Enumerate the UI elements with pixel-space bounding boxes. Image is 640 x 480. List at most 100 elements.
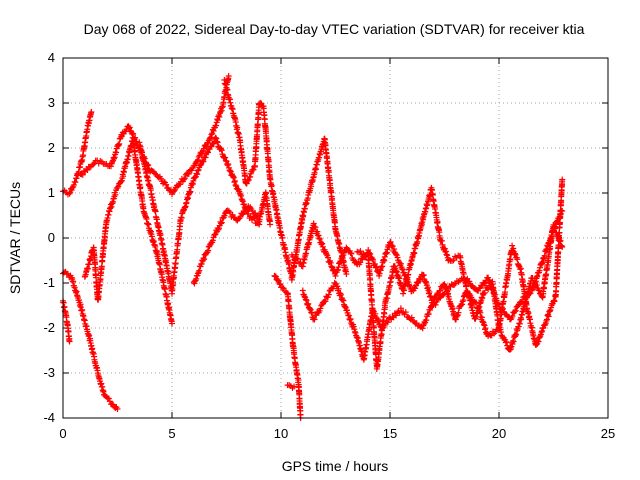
data-point [200,255,207,262]
data-point [137,184,144,191]
data-point [208,131,215,138]
data-point [231,177,238,184]
data-point [220,215,227,222]
data-point [299,287,306,294]
y-tick-label: -4 [43,410,55,425]
x-tick-label: 25 [601,426,615,441]
y-axis-label: SDTVAR / TECUs [7,182,23,294]
x-tick-label: 20 [492,426,506,441]
data-point [66,338,73,345]
data-point [210,127,217,134]
data-point [90,161,97,168]
data-point [84,167,91,174]
y-tick-label: 2 [48,140,55,155]
data-point [154,248,161,255]
y-tick-label: 0 [48,230,55,245]
x-tick-label: 5 [168,426,175,441]
data-point [128,130,135,137]
x-axis-label: GPS time / hours [282,458,389,474]
data-point [163,181,170,188]
data-point [222,154,229,161]
data-point [216,225,223,232]
data-point [205,149,212,156]
x-tick-label: 15 [383,426,397,441]
data-point [247,173,254,180]
data-point [218,146,225,153]
data-point [254,212,261,219]
y-tick-label: 1 [48,185,55,200]
data-point [214,139,221,146]
x-tick-label: 0 [59,426,66,441]
data-point [72,179,79,186]
data-point [201,256,208,263]
data-point [241,201,248,208]
axis-ticks: 0 5 10 15 20 25 -4 -3 -2 -1 0 1 2 3 4 [43,50,615,441]
data-point [207,135,214,142]
grid-lines [63,58,608,418]
data-point [223,81,230,88]
data-point [245,176,252,183]
data-point [194,156,201,163]
data-point [170,274,177,281]
data-points [60,73,566,421]
data-point [105,395,112,402]
data-point [193,275,200,282]
data-point [114,406,121,412]
data-point [169,191,175,198]
data-point [197,162,204,169]
data-point [230,174,237,181]
data-point [231,179,238,186]
data-point [210,140,217,147]
data-point [218,147,225,154]
data-point [225,161,232,168]
data-point [196,267,203,274]
data-point [169,320,175,327]
y-tick-label: 4 [48,50,55,65]
data-point [238,192,245,199]
data-point [244,178,251,185]
data-point [195,270,202,277]
data-point [126,124,133,131]
data-point [176,181,183,188]
data-point [210,140,217,147]
data-point [88,109,95,115]
chart-title: Day 068 of 2022, Sidereal Day-to-day VTE… [84,21,585,37]
data-point [213,135,220,142]
data-point [152,208,159,215]
data-point [234,124,241,131]
data-point [118,178,125,185]
data-point [239,198,246,205]
data-point [115,183,122,190]
data-point [193,170,200,177]
data-point [227,167,234,174]
data-point [209,237,216,244]
data-point [205,247,212,254]
y-tick-label: -2 [43,320,55,335]
data-point [237,191,244,198]
data-point [194,167,201,174]
data-point [170,188,177,195]
data-point [553,288,560,295]
data-point [224,162,231,169]
data-point [225,73,232,79]
data-point [185,170,192,177]
data-point [250,166,257,173]
data-point [239,197,246,204]
data-point [202,154,209,161]
data-point [86,261,93,268]
data-point [230,173,237,180]
data-point [194,171,201,178]
data-point [198,260,205,267]
data-point [180,176,187,183]
x-tick-label: 10 [274,426,288,441]
data-point [232,182,239,189]
data-point [273,206,280,213]
data-point [212,134,219,141]
data-point [267,221,274,228]
data-point [112,191,119,198]
data-point [218,220,225,227]
data-point [229,211,236,218]
y-tick-label: -1 [43,275,55,290]
data-point [79,171,86,178]
